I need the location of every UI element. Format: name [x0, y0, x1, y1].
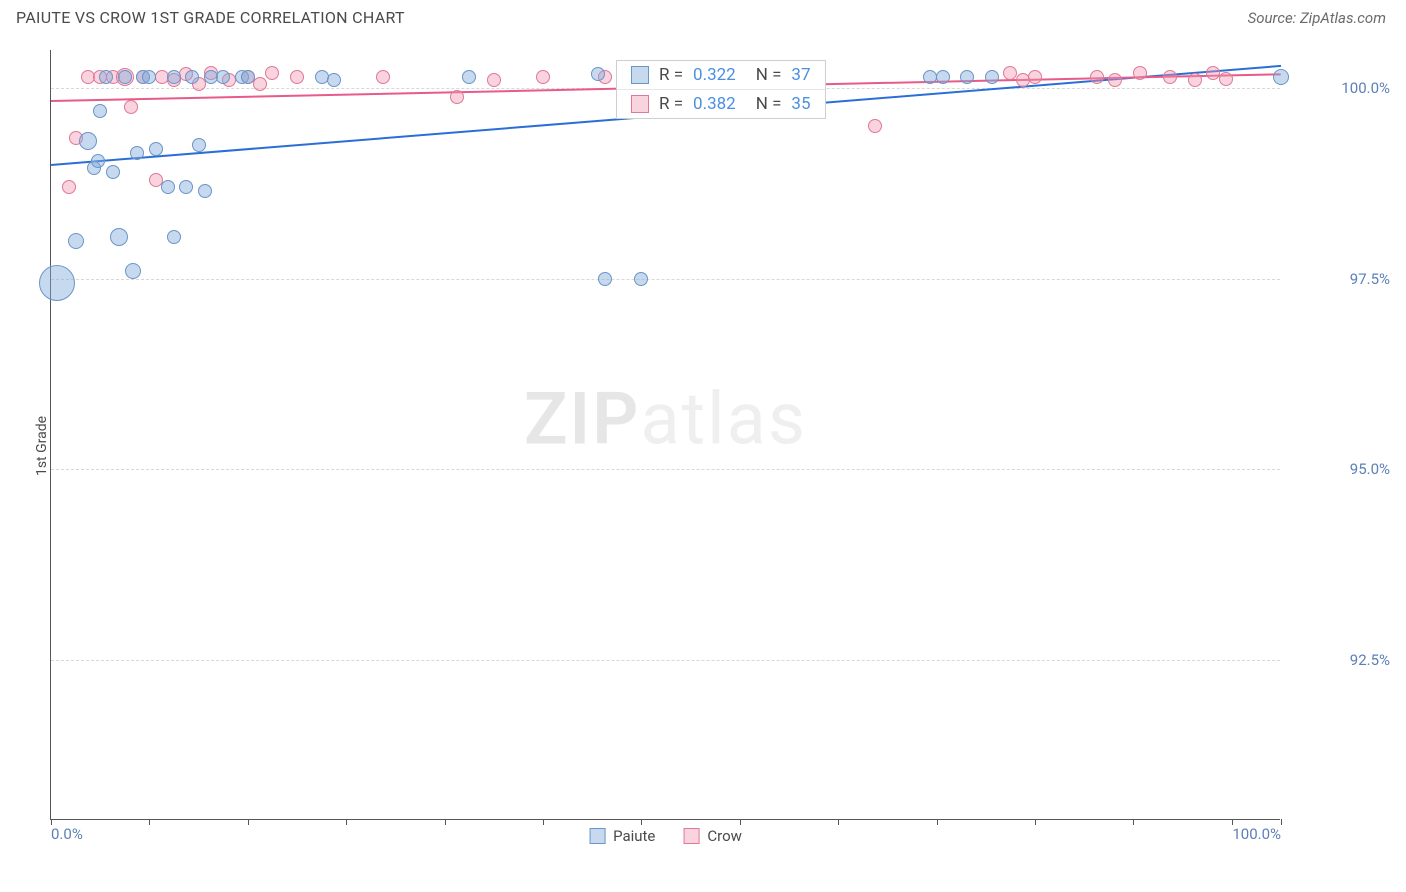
- legend-item-paiute: Paiute: [589, 827, 655, 845]
- watermark: ZIPatlas: [524, 377, 807, 462]
- x-tick: [149, 819, 150, 825]
- data-point-crow: [1219, 72, 1233, 86]
- x-tick: [1133, 819, 1134, 825]
- data-point-paiute: [591, 67, 605, 81]
- legend-swatch-crow: [683, 828, 699, 844]
- x-tick-label: 100.0%: [1232, 825, 1281, 843]
- data-point-paiute: [118, 70, 132, 84]
- data-point-paiute: [216, 70, 230, 84]
- data-point-crow: [1090, 70, 1104, 84]
- corr-swatch-paiute: [631, 66, 649, 84]
- data-point-paiute: [960, 70, 974, 84]
- corr-row-paiute: R = 0.322 N = 37: [617, 61, 825, 89]
- x-tick: [740, 819, 741, 825]
- data-point-paiute: [192, 138, 206, 152]
- corr-r-value: 0.382: [693, 94, 736, 114]
- data-point-paiute: [598, 272, 612, 286]
- watermark-zip: ZIP: [524, 377, 640, 462]
- x-tick: [1035, 819, 1036, 825]
- correlation-box: R = 0.322 N = 37 R = 0.382 N = 35: [616, 60, 826, 119]
- data-point-paiute: [39, 265, 75, 301]
- data-point-paiute: [106, 165, 120, 179]
- x-tick: [838, 819, 839, 825]
- data-point-crow: [265, 66, 279, 80]
- data-point-crow: [536, 70, 550, 84]
- watermark-atlas: atlas: [640, 377, 807, 462]
- x-tick: [937, 819, 938, 825]
- data-point-paiute: [1273, 69, 1289, 85]
- corr-n-value: 37: [791, 65, 810, 85]
- data-point-paiute: [167, 230, 181, 244]
- data-point-paiute: [185, 70, 199, 84]
- x-tick: [641, 819, 642, 825]
- data-point-paiute: [130, 146, 144, 160]
- data-point-paiute: [125, 263, 141, 279]
- data-point-crow: [124, 100, 138, 114]
- data-point-paiute: [985, 70, 999, 84]
- plot-area: ZIPatlas Paiute Crow 92.5%95.0%97.5%100.…: [50, 50, 1280, 820]
- data-point-paiute: [462, 70, 476, 84]
- legend: Paiute Crow: [589, 827, 742, 845]
- data-point-crow: [487, 73, 501, 87]
- data-point-crow: [1028, 70, 1042, 84]
- data-point-crow: [1163, 70, 1177, 84]
- data-point-crow: [1188, 73, 1202, 87]
- data-point-crow: [1108, 73, 1122, 87]
- data-point-paiute: [149, 142, 163, 156]
- data-point-paiute: [99, 70, 113, 84]
- y-tick-label: 100.0%: [1341, 79, 1390, 97]
- data-point-crow: [253, 77, 267, 91]
- legend-item-crow: Crow: [683, 827, 742, 845]
- data-point-paiute: [110, 228, 128, 246]
- x-tick-label: 0.0%: [51, 825, 83, 843]
- data-point-crow: [290, 70, 304, 84]
- data-point-paiute: [93, 104, 107, 118]
- chart-header: PAIUTE VS CROW 1ST GRADE CORRELATION CHA…: [0, 0, 1406, 31]
- data-point-crow: [868, 119, 882, 133]
- y-tick-label: 92.5%: [1350, 651, 1390, 669]
- y-tick-label: 95.0%: [1350, 460, 1390, 478]
- legend-swatch-paiute: [589, 828, 605, 844]
- data-point-crow: [62, 180, 76, 194]
- data-point-paiute: [68, 233, 84, 249]
- data-point-paiute: [79, 132, 97, 150]
- data-point-paiute: [327, 73, 341, 87]
- y-axis-label: 1st Grade: [34, 416, 50, 476]
- corr-row-crow: R = 0.382 N = 35: [617, 89, 825, 118]
- x-tick: [445, 819, 446, 825]
- corr-r-label: R =: [659, 94, 683, 114]
- legend-label-paiute: Paiute: [613, 827, 655, 845]
- data-point-paiute: [179, 180, 193, 194]
- corr-n-label: N =: [756, 65, 782, 85]
- corr-n-label: N =: [756, 94, 782, 114]
- data-point-crow: [1133, 66, 1147, 80]
- x-tick: [248, 819, 249, 825]
- corr-r-value: 0.322: [693, 65, 736, 85]
- chart-title: PAIUTE VS CROW 1ST GRADE CORRELATION CHA…: [16, 8, 405, 27]
- data-point-paiute: [936, 70, 950, 84]
- gridline: [51, 469, 1280, 470]
- data-point-paiute: [241, 70, 255, 84]
- x-tick: [346, 819, 347, 825]
- data-point-paiute: [198, 184, 212, 198]
- data-point-crow: [376, 70, 390, 84]
- x-tick: [543, 819, 544, 825]
- y-tick-label: 97.5%: [1350, 270, 1390, 288]
- gridline: [51, 660, 1280, 661]
- data-point-paiute: [634, 272, 648, 286]
- data-point-paiute: [167, 70, 181, 84]
- data-point-paiute: [142, 70, 156, 84]
- legend-label-crow: Crow: [707, 827, 742, 845]
- data-point-paiute: [161, 180, 175, 194]
- corr-swatch-crow: [631, 95, 649, 113]
- corr-r-label: R =: [659, 65, 683, 85]
- gridline: [51, 279, 1280, 280]
- chart-source: Source: ZipAtlas.com: [1248, 9, 1386, 27]
- data-point-paiute: [91, 154, 105, 168]
- data-point-crow: [450, 90, 464, 104]
- corr-n-value: 35: [791, 94, 810, 114]
